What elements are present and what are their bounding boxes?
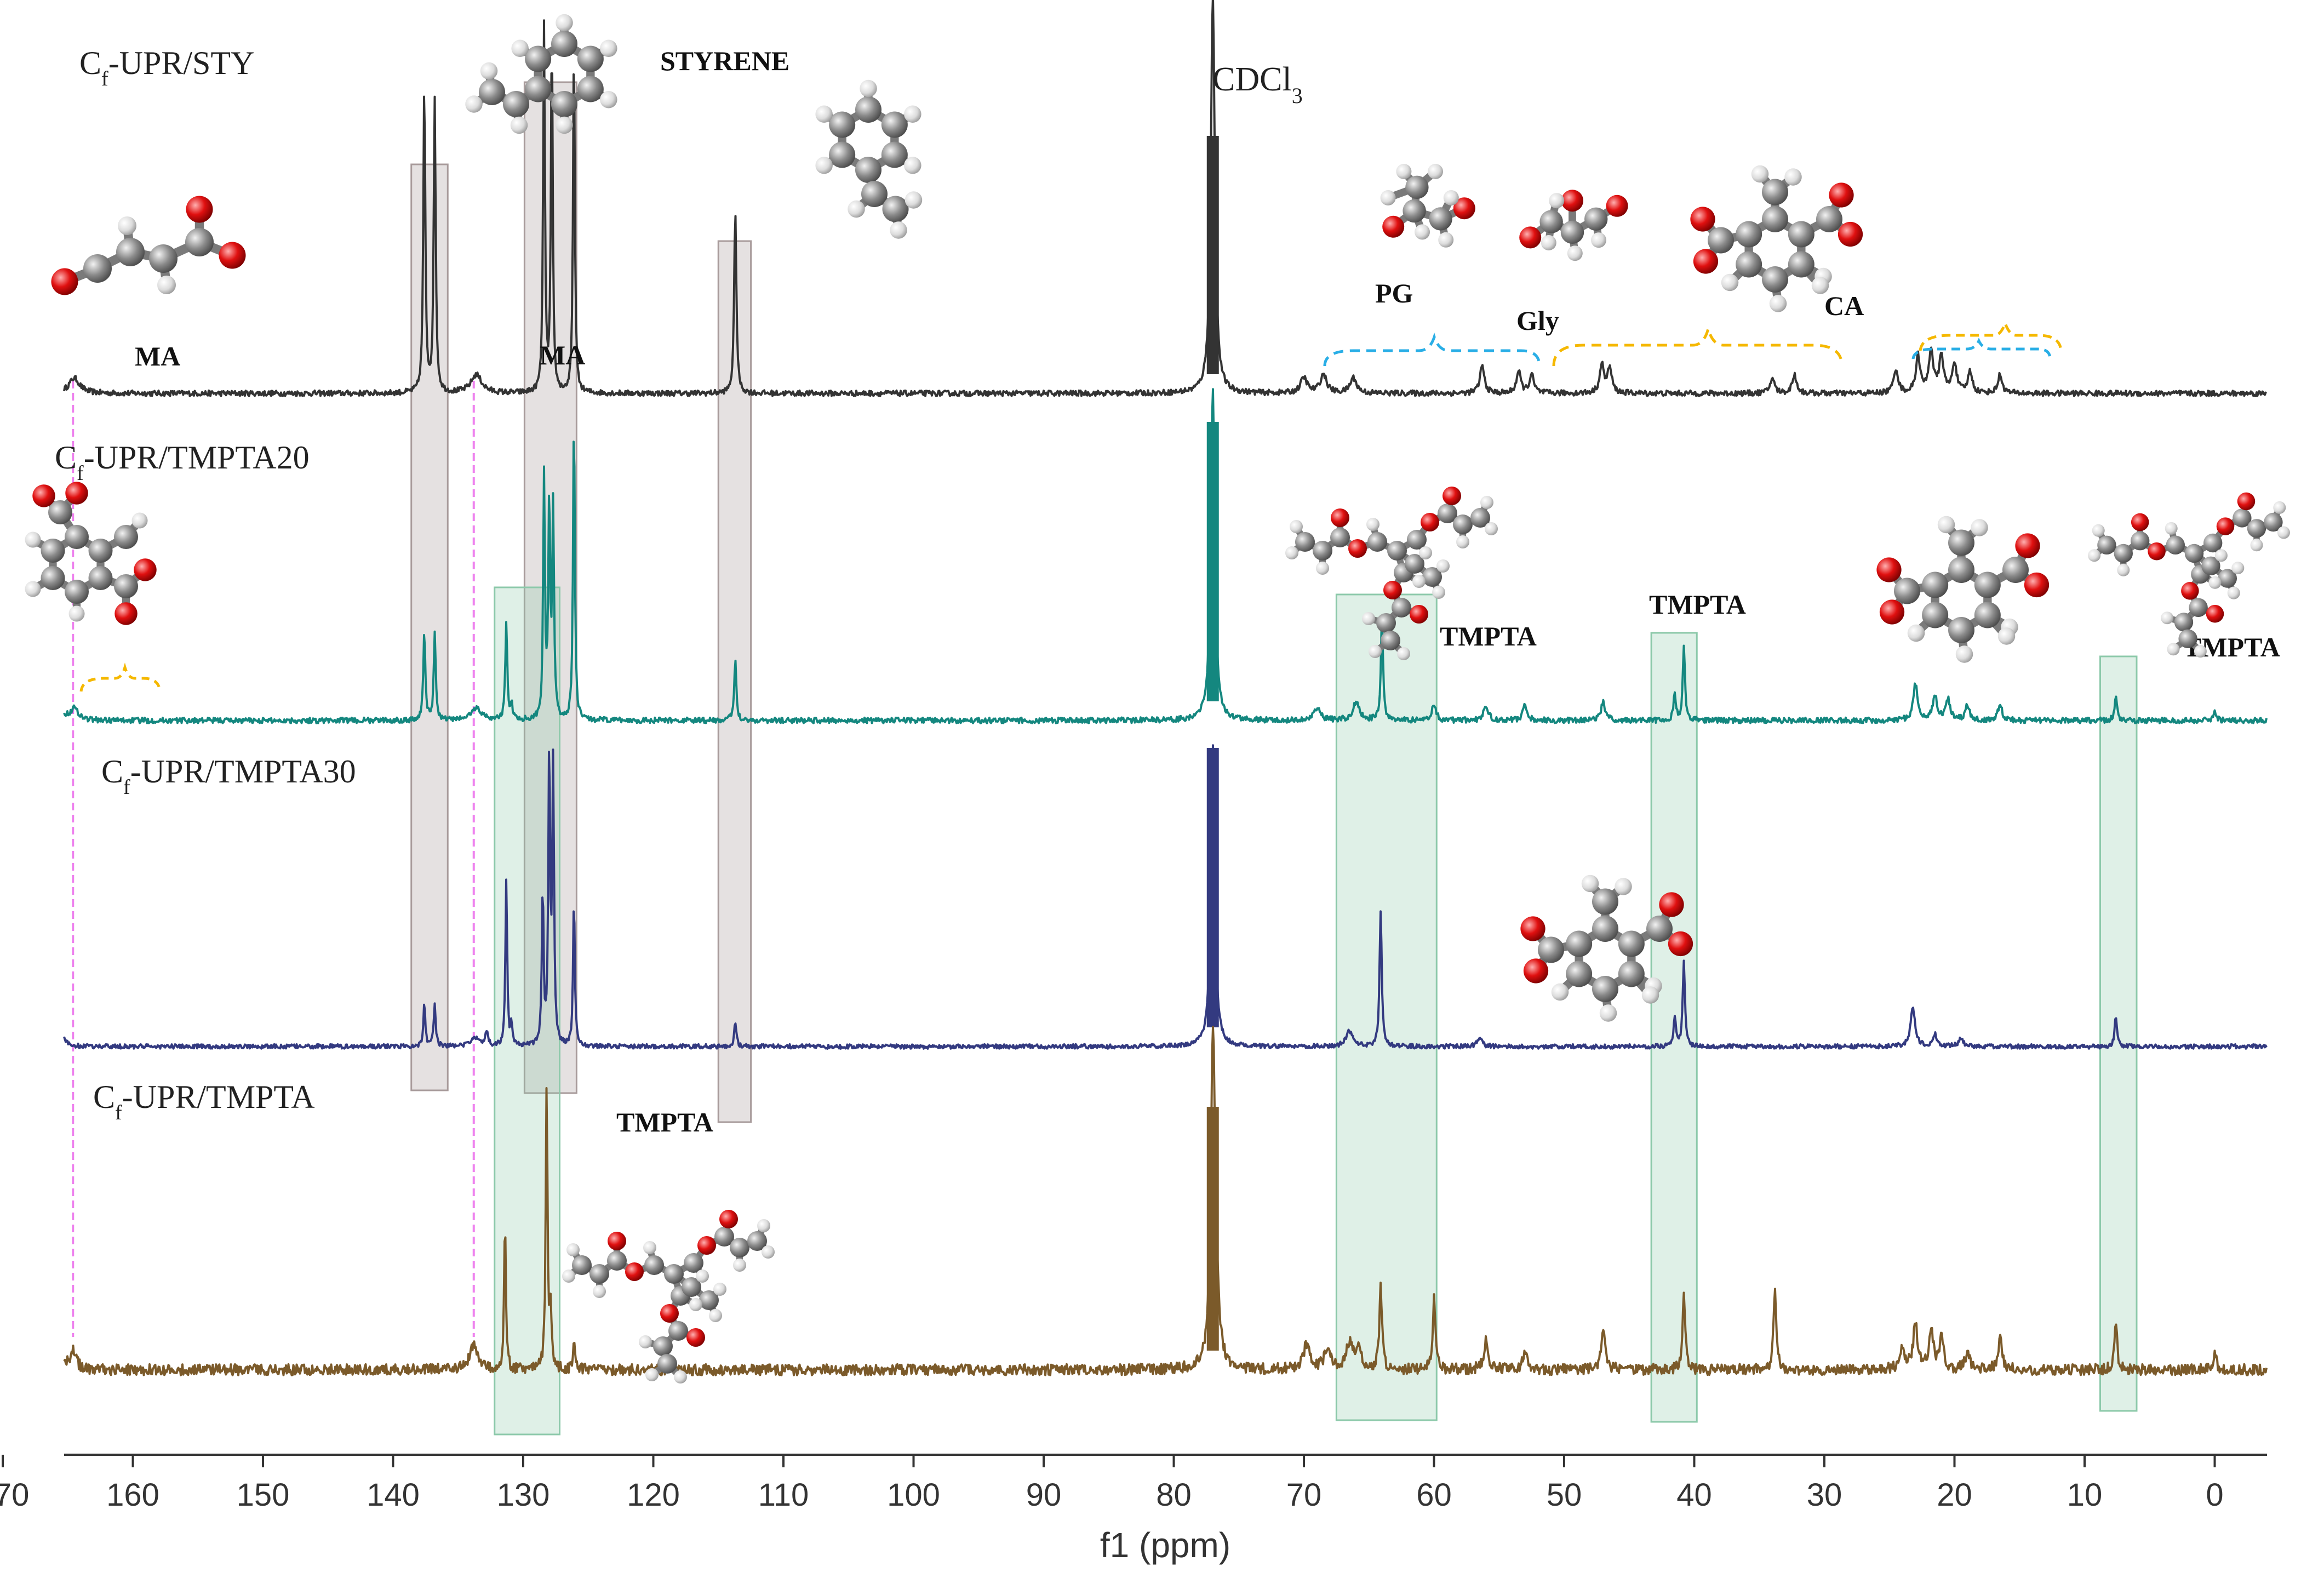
series-label-tmpta: Cf-UPR/TMPTA <box>93 1079 315 1124</box>
annotation-cdcl3: CDCl3 <box>1212 61 1303 108</box>
x-tick-label: 100 <box>887 1477 940 1513</box>
x-axis-label: f1 (ppm) <box>1100 1525 1230 1565</box>
series-label-sty: Cf-UPR/STY <box>79 45 254 90</box>
annotation-ma-mid: MA <box>540 340 585 370</box>
tmpta-molecule-icon <box>1285 487 1498 660</box>
series-label-tmpta30: Cf-UPR/TMPTA30 <box>101 753 356 799</box>
x-tick-label: 150 <box>237 1477 290 1513</box>
spectrum-sty <box>63 0 2268 397</box>
x-tick-label: 110 <box>758 1477 809 1513</box>
annotation-pg: PG <box>1375 278 1413 308</box>
x-tick-label: 160 <box>106 1477 159 1513</box>
x-axis-ticks: 1701601501401301201101009080706050403020… <box>0 1455 2224 1513</box>
x-tick-label: 140 <box>367 1477 420 1513</box>
series-label-tmpta20: Cf-UPR/TMPTA20 <box>55 439 310 485</box>
maleic-anhydride-molecule-icon <box>51 196 246 295</box>
styrene-molecule-icon <box>465 14 617 134</box>
brace-pg <box>1323 332 1541 367</box>
spectrum-tmpta30 <box>63 744 2268 1050</box>
annotation-tmpta-41: TMPTA <box>1649 589 1746 620</box>
x-axis: 1701601501401301201101009080706050403020… <box>0 1454 2267 1565</box>
annotation-ma-left: MA <box>135 341 180 371</box>
brace-tmpta20-left <box>79 662 162 692</box>
cyclohexane-acid-molecule-icon <box>1690 165 1863 312</box>
spectra <box>63 0 2268 1376</box>
annotation-tmpta-130: TMPTA <box>616 1107 713 1137</box>
tmpta-molecule-icon <box>562 1210 775 1383</box>
glycerol-molecule-icon <box>1519 190 1628 261</box>
spectrum-tmpta20 <box>63 388 2268 724</box>
x-tick-label: 40 <box>1676 1477 1712 1513</box>
x-tick-label: 120 <box>627 1477 680 1513</box>
x-tick-label: 0 <box>2206 1477 2223 1513</box>
tmpta-molecule-icon <box>2088 492 2290 658</box>
highlight-band-tmpta <box>1335 593 1438 1421</box>
highlight-band-styrene <box>410 163 449 1091</box>
spectrum-tmpta <box>63 1026 2268 1376</box>
annotation-tmpta-64: TMPTA <box>1440 621 1537 651</box>
annotation-ca: CA <box>1824 290 1864 321</box>
brace-gly-ca <box>1552 323 1844 367</box>
brace-aliphatic <box>1911 319 2063 359</box>
x-tick-label: 70 <box>1286 1477 1322 1513</box>
x-tick-label: 130 <box>497 1477 550 1513</box>
x-tick-label: 30 <box>1807 1477 1842 1513</box>
spectrum-tmpta30-solvent-peak <box>1206 748 1219 1027</box>
polystyrene-unit-icon <box>815 79 923 239</box>
x-tick-label: 50 <box>1547 1477 1582 1513</box>
cyclohexane-acid-molecule-icon <box>1876 516 2050 663</box>
x-tick-label: 60 <box>1416 1477 1452 1513</box>
x-tick-label: 90 <box>1026 1477 1062 1513</box>
propylene-glycol-molecule-icon <box>1380 164 1475 248</box>
spectrum-tmpta-solvent-peak <box>1206 1107 1219 1351</box>
highlight-bands <box>410 81 2138 1436</box>
x-tick-label: 20 <box>1937 1477 1972 1513</box>
spectrum-sty-solvent-peak <box>1206 136 1219 374</box>
spectrum-tmpta20-solvent-peak <box>1206 422 1219 701</box>
annotation-styrene: STYRENE <box>660 45 789 76</box>
x-tick-label: 10 <box>2067 1477 2103 1513</box>
cyclohexane-acid-molecule-icon <box>25 482 157 625</box>
annotation-gly: Gly <box>1516 305 1559 336</box>
x-tick-label: 80 <box>1156 1477 1192 1513</box>
cyclohexane-acid-molecule-icon <box>1520 874 1693 1022</box>
x-tick-label: 170 <box>0 1477 29 1513</box>
